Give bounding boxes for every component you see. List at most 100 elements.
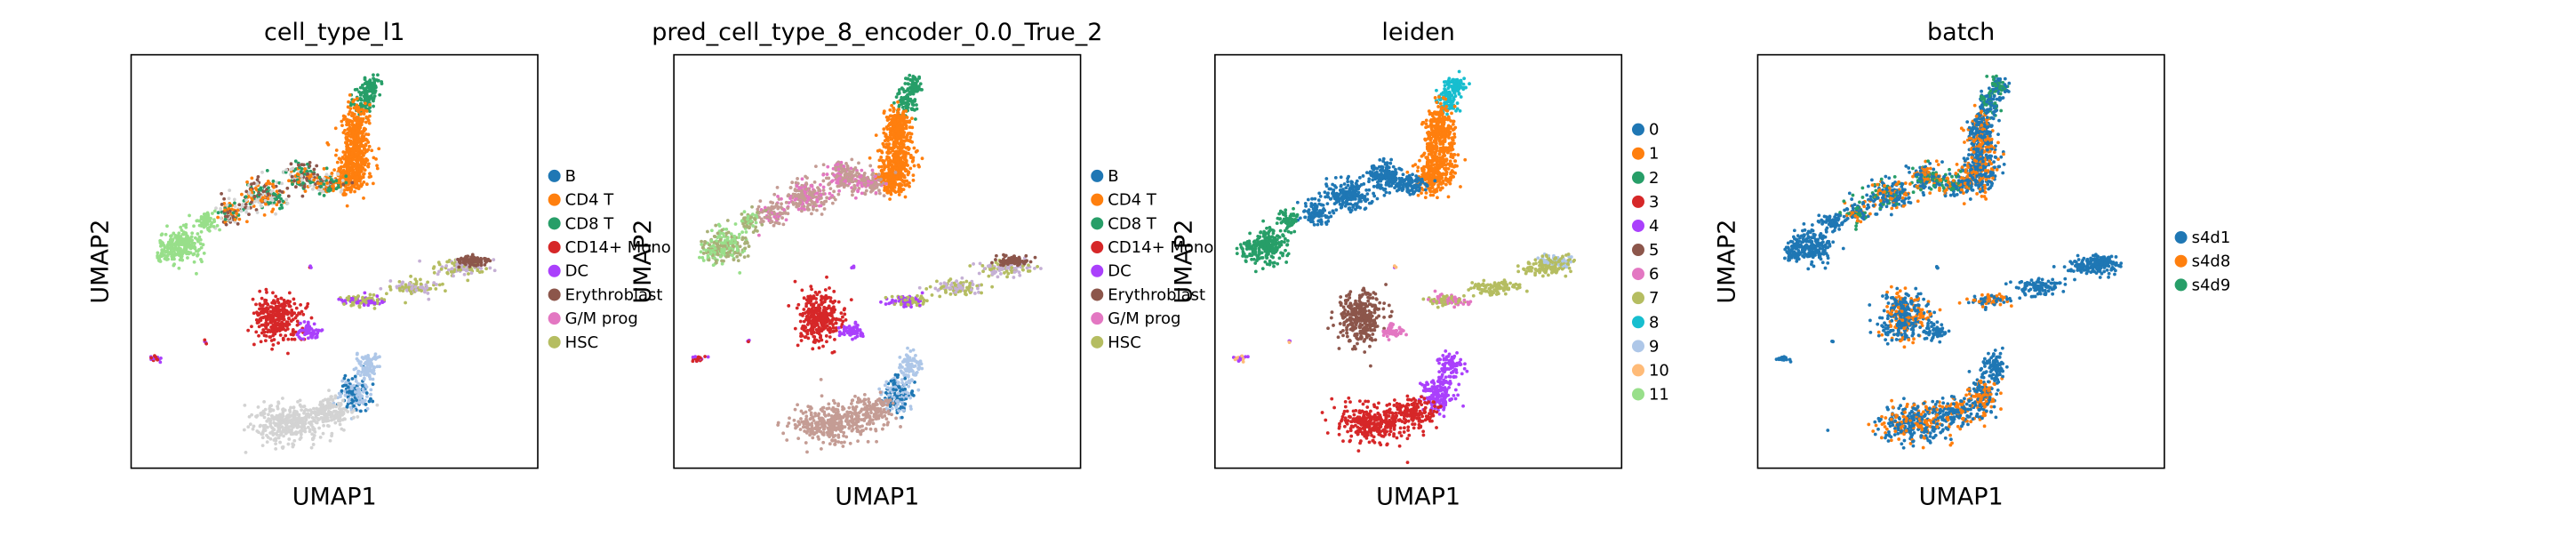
scatter-point <box>228 204 232 208</box>
scatter-point <box>346 138 350 142</box>
scatter-point <box>277 318 281 323</box>
scatter-point <box>880 158 884 163</box>
scatter-point <box>355 130 358 134</box>
scatter-point <box>347 294 351 299</box>
scatter-point <box>817 303 820 308</box>
legend-marker <box>548 264 561 277</box>
scatter-point <box>908 119 912 124</box>
scatter-point <box>724 231 729 236</box>
scatter-point <box>776 195 780 198</box>
scatter-point <box>772 192 777 196</box>
scatter-point <box>302 409 307 413</box>
scatter-point <box>893 163 898 167</box>
scatter-point <box>772 223 776 228</box>
scatter-point <box>299 170 303 174</box>
scatter-point <box>255 178 260 182</box>
scatter-point <box>848 170 852 173</box>
scatter-point <box>190 231 195 236</box>
scatter-point <box>860 184 864 188</box>
scatter-point <box>432 281 436 285</box>
scatter-point <box>353 106 357 109</box>
scatter-point <box>709 239 714 243</box>
scatter-point <box>879 177 883 181</box>
scatter-point <box>252 311 256 316</box>
scatter-point <box>698 255 701 260</box>
scatter-point <box>419 282 423 286</box>
scatter-point <box>292 179 297 183</box>
scatter-point <box>363 82 367 85</box>
scatter-point <box>275 189 279 194</box>
scatter-point <box>215 223 220 228</box>
scatter-point <box>332 168 337 172</box>
scatter-point <box>461 259 466 263</box>
scatter-point <box>716 246 721 251</box>
scatter-point <box>351 132 355 136</box>
scatter-point <box>830 194 835 197</box>
scatter-point <box>372 156 376 160</box>
scatter-point <box>799 332 804 336</box>
scatter-point <box>364 391 369 396</box>
scatter-point <box>810 287 813 292</box>
scatter-point <box>910 125 915 130</box>
scatter-point <box>843 312 847 317</box>
scatter-point <box>746 218 749 221</box>
scatter-point <box>355 103 359 108</box>
scatter-point <box>276 427 281 431</box>
scatter-point <box>357 122 362 125</box>
scatter-point <box>284 417 288 421</box>
scatter-point <box>269 329 274 333</box>
scatter-point <box>733 241 738 244</box>
scatter-point <box>360 383 364 388</box>
scatter-point <box>763 215 767 220</box>
scatter-point <box>312 322 316 326</box>
scatter-point <box>852 173 856 178</box>
scatter-point <box>295 425 300 429</box>
scatter-point <box>843 169 847 173</box>
scatter-point <box>269 189 274 194</box>
scatter-point <box>353 135 357 140</box>
scatter-point <box>292 297 296 301</box>
legend-marker <box>548 312 561 325</box>
scatter-point <box>872 182 876 187</box>
scatter-point <box>432 270 436 275</box>
scatter-point <box>888 158 892 163</box>
scatter-point <box>196 237 200 242</box>
scatter-point <box>897 164 901 168</box>
scatter-point <box>268 335 273 339</box>
scatter-point <box>362 180 366 184</box>
scatter-point <box>776 206 780 211</box>
scatter-point <box>479 256 483 260</box>
scatter-point <box>266 330 269 334</box>
scatter-point <box>844 173 849 177</box>
scatter-point <box>790 180 795 185</box>
scatter-point <box>236 221 240 226</box>
scatter-point <box>376 78 380 83</box>
scatter-point <box>350 173 355 178</box>
scatter-point <box>901 139 906 143</box>
scatter-point <box>835 173 839 178</box>
scatter-point <box>360 130 364 134</box>
scatter-point <box>270 347 274 351</box>
scatter-point <box>270 415 275 420</box>
scatter-point <box>880 172 884 176</box>
scatter-point <box>159 357 163 360</box>
scatter-point <box>768 220 772 225</box>
scatter-point <box>179 225 183 229</box>
scatter-point <box>164 232 168 236</box>
scatter-point <box>809 308 813 312</box>
scatter-point <box>358 92 363 97</box>
scatter-points <box>691 73 1043 454</box>
scatter-point <box>798 319 803 324</box>
scatter-point <box>354 366 358 371</box>
scatter-point <box>367 121 372 125</box>
scatter-point <box>212 225 216 228</box>
scatter-point <box>700 239 704 244</box>
scatter-point <box>255 181 260 186</box>
scatter-point <box>336 419 340 423</box>
scatter-point <box>787 304 791 308</box>
scatter-point <box>159 252 164 256</box>
scatter-point <box>741 221 745 226</box>
scatter-point <box>239 209 244 213</box>
scatter-point <box>466 278 470 283</box>
scatter-point <box>264 202 268 206</box>
